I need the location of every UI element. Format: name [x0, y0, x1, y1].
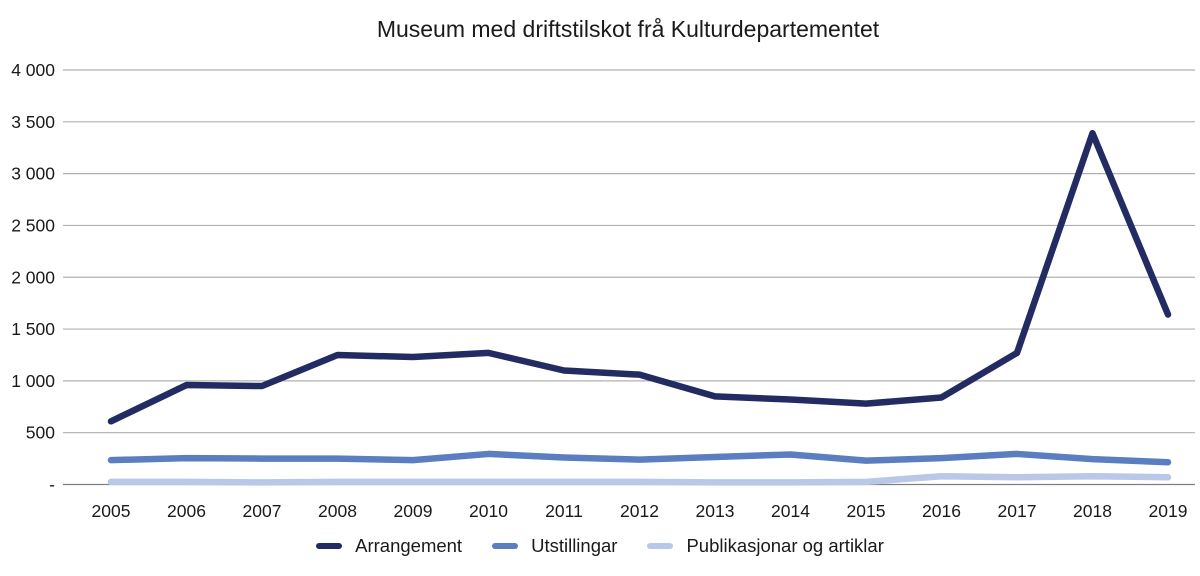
legend-label-arrangement: Arrangement — [355, 535, 463, 556]
legend-marker-utstillingar — [492, 543, 519, 549]
x-tick-label: 2010 — [469, 501, 508, 521]
x-tick-label: 2009 — [394, 501, 433, 521]
x-tick-label: 2017 — [998, 501, 1037, 521]
y-tick-label: 3 000 — [11, 164, 55, 184]
x-tick-label: 2008 — [318, 501, 357, 521]
y-tick-label: - — [49, 475, 55, 495]
x-tick-label: 2016 — [922, 501, 961, 521]
x-tick-label: 2018 — [1073, 501, 1112, 521]
x-tick-label: 2011 — [545, 501, 583, 521]
x-tick-label: 2015 — [847, 501, 886, 521]
legend-label-utstillingar: Utstillingar — [531, 535, 618, 556]
x-tick-label: 2014 — [771, 501, 810, 521]
chart-title: Museum med driftstilskot frå Kulturdepar… — [376, 16, 880, 42]
y-tick-label: 1 000 — [11, 371, 55, 391]
x-tick-label: 2019 — [1149, 501, 1188, 521]
x-tick-label: 2012 — [620, 501, 659, 521]
legend-label-publikasjonar: Publikasjonar og artiklar — [686, 535, 884, 556]
y-tick-label: 3 500 — [11, 112, 55, 132]
y-tick-label: 2 500 — [11, 215, 55, 235]
x-tick-label: 2006 — [167, 501, 206, 521]
x-tick-label: 2007 — [243, 501, 282, 521]
legend-item-arrangement: Arrangement — [316, 535, 462, 557]
series-line-arrangement — [107, 129, 1172, 425]
y-tick-label: 1 500 — [11, 319, 55, 339]
y-tick-label: 500 — [26, 423, 55, 443]
x-tick-label: 2005 — [92, 501, 131, 521]
legend-marker-publikasjonar — [647, 543, 674, 549]
legend-item-utstillingar: Utstillingar — [492, 535, 617, 557]
y-tick-label: 2 000 — [11, 267, 55, 287]
legend: Arrangement Utstillingar Publikasjonar o… — [0, 535, 1200, 557]
y-tick-label: 4 000 — [11, 60, 55, 80]
legend-marker-arrangement — [316, 543, 343, 549]
series-line-publikasjonar-og-artiklar — [107, 472, 1172, 486]
legend-item-publikasjonar: Publikasjonar og artiklar — [647, 535, 884, 557]
x-tick-label: 2013 — [696, 501, 735, 521]
series-line-utstillingar — [107, 450, 1172, 466]
